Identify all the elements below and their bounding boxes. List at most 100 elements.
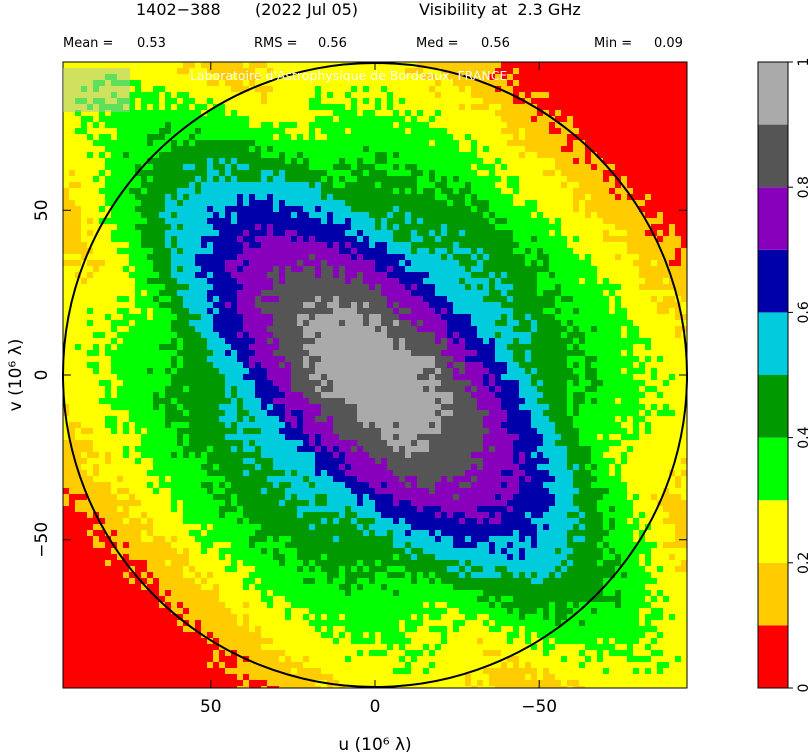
heatmap-cell: [651, 248, 657, 254]
heatmap-cell: [231, 338, 237, 344]
heatmap-cell: [297, 290, 303, 296]
heatmap-cell: [609, 308, 615, 314]
heatmap-cell: [321, 146, 327, 152]
heatmap-cell: [513, 68, 519, 74]
heatmap-cell: [681, 296, 687, 302]
heatmap-cell: [123, 320, 129, 326]
heatmap-cell: [405, 320, 411, 326]
heatmap-cell: [495, 260, 501, 266]
heatmap-cell: [291, 122, 297, 128]
heatmap-cell: [405, 158, 411, 164]
heatmap-cell: [435, 338, 441, 344]
heatmap-cell: [207, 206, 213, 212]
heatmap-cell: [225, 128, 231, 134]
heatmap-cell: [327, 230, 333, 236]
heatmap-cell: [129, 194, 135, 200]
heatmap-cell: [153, 176, 159, 182]
heatmap-cell: [195, 152, 201, 158]
heatmap-cell: [513, 332, 519, 338]
heatmap-cell: [177, 248, 183, 254]
heatmap-cell: [555, 242, 561, 248]
heatmap-cell: [327, 122, 333, 128]
heatmap-cell: [387, 278, 393, 284]
heatmap-cell: [597, 134, 603, 140]
heatmap-cell: [303, 338, 309, 344]
heatmap-cell: [471, 194, 477, 200]
heatmap-cell: [627, 320, 633, 326]
heatmap-cell: [147, 314, 153, 320]
heatmap-cell: [603, 182, 609, 188]
heatmap-cell: [549, 170, 555, 176]
heatmap-cell: [543, 200, 549, 206]
heatmap-cell: [447, 128, 453, 134]
heatmap-cell: [333, 326, 339, 332]
heatmap-cell: [201, 314, 207, 320]
heatmap-cell: [309, 92, 315, 98]
heatmap-cell: [375, 176, 381, 182]
heatmap-cell: [447, 236, 453, 242]
heatmap-cell: [375, 62, 381, 68]
heatmap-cell: [585, 62, 591, 68]
heatmap-cell: [471, 242, 477, 248]
heatmap-cell: [441, 236, 447, 242]
heatmap-cell: [477, 308, 483, 314]
heatmap-cell: [663, 116, 669, 122]
heatmap-cell: [123, 242, 129, 248]
heatmap-cell: [165, 302, 171, 308]
heatmap-cell: [621, 62, 627, 68]
heatmap-cell: [447, 80, 453, 86]
heatmap-cell: [453, 248, 459, 254]
heatmap-cell: [423, 74, 429, 80]
heatmap-cell: [543, 206, 549, 212]
heatmap-cell: [321, 200, 327, 206]
heatmap-cell: [69, 206, 75, 212]
heatmap-cell: [291, 110, 297, 116]
heatmap-cell: [183, 296, 189, 302]
heatmap-cell: [525, 236, 531, 242]
heatmap-cell: [231, 86, 237, 92]
heatmap-cell: [453, 158, 459, 164]
heatmap-cell: [363, 302, 369, 308]
heatmap-cell: [105, 170, 111, 176]
heatmap-cell: [219, 290, 225, 296]
heatmap-cell: [621, 86, 627, 92]
heatmap-cell: [399, 98, 405, 104]
heatmap-cell: [243, 110, 249, 116]
heatmap-cell: [207, 182, 213, 188]
heatmap-cell: [537, 122, 543, 128]
heatmap-cell: [525, 98, 531, 104]
heatmap-cell: [333, 188, 339, 194]
heatmap-cell: [249, 314, 255, 320]
heatmap-cell: [447, 92, 453, 98]
heatmap-cell: [417, 104, 423, 110]
heatmap-cell: [651, 326, 657, 332]
heatmap-cell: [327, 134, 333, 140]
heatmap-cell: [615, 320, 621, 326]
heatmap-cell: [495, 62, 501, 68]
heatmap-cell: [261, 134, 267, 140]
heatmap-cell: [93, 176, 99, 182]
heatmap-cell: [141, 104, 147, 110]
heatmap-cell: [561, 206, 567, 212]
heatmap-cell: [375, 284, 381, 290]
heatmap-cell: [621, 278, 627, 284]
heatmap-cell: [657, 260, 663, 266]
heatmap-cell: [93, 344, 99, 350]
heatmap-cell: [597, 92, 603, 98]
heatmap-cell: [615, 86, 621, 92]
heatmap-cell: [147, 332, 153, 338]
heatmap-cell: [465, 344, 471, 350]
heatmap-cell: [165, 110, 171, 116]
heatmap-cell: [573, 104, 579, 110]
heatmap-cell: [69, 326, 75, 332]
heatmap-cell: [213, 296, 219, 302]
heatmap-cell: [123, 260, 129, 266]
heatmap-cell: [633, 146, 639, 152]
heatmap-cell: [483, 194, 489, 200]
heatmap-cell: [171, 86, 177, 92]
heatmap-cell: [141, 158, 147, 164]
heatmap-cell: [549, 308, 555, 314]
heatmap-cell: [435, 68, 441, 74]
heatmap-cell: [669, 74, 675, 80]
heatmap-cell: [195, 182, 201, 188]
